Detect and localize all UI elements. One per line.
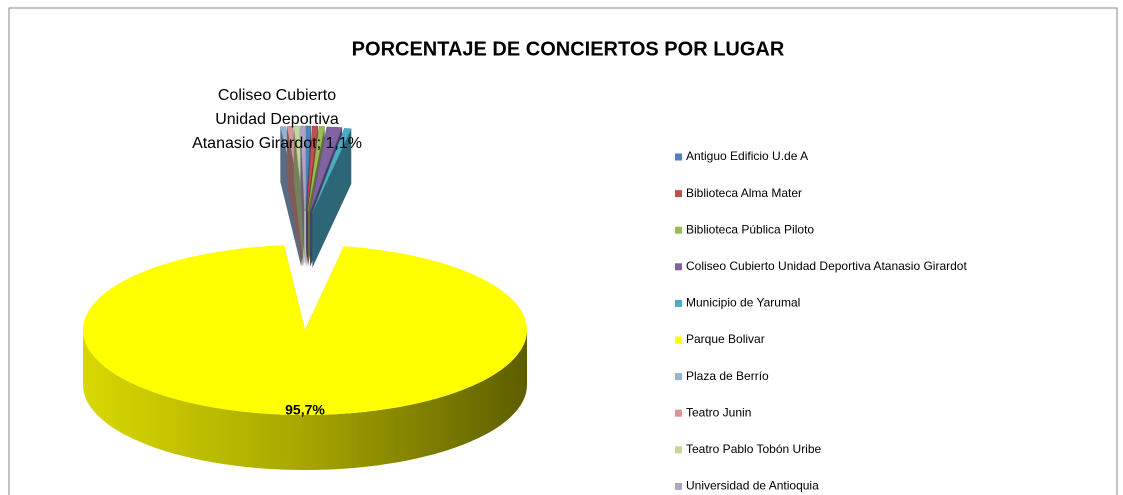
legend-swatch — [675, 153, 682, 161]
chart-border — [8, 7, 1118, 495]
slice — [309, 126, 343, 212]
data-label: Coliseo Cubierto Unidad Deportiva Atanas… — [192, 87, 362, 152]
slice-side — [300, 126, 305, 267]
legend-label: Parque Bolivar — [686, 332, 765, 346]
slice-side — [293, 126, 304, 267]
slice — [305, 125, 312, 212]
legend-swatch — [675, 226, 682, 234]
chart-title: PORCENTAJE DE CONCIERTOS POR LUGAR — [352, 38, 785, 60]
legend-swatch — [675, 190, 682, 198]
legend-label: Universidad de Antioquia — [686, 479, 819, 493]
legend-label: Teatro Junin — [686, 405, 751, 419]
legend-swatch — [675, 299, 682, 307]
legend-label: Plaza de Berrío — [686, 369, 769, 383]
slice — [83, 245, 528, 415]
legend-label: Coliseo Cubierto Unidad Deportiva Atanas… — [686, 259, 967, 273]
slice — [306, 125, 319, 212]
legend-label: Municipio de Yarumal — [686, 296, 800, 310]
legend-label: Antiguo Edificio U.de A — [686, 149, 808, 163]
legend-label: Biblioteca Alma Mater — [686, 186, 802, 200]
legend-swatch — [675, 336, 682, 344]
legend-swatch — [675, 373, 682, 381]
legend-swatch — [675, 482, 682, 490]
slice — [312, 128, 352, 213]
legend-swatch — [675, 446, 682, 454]
slice — [307, 126, 325, 212]
data-label: 95,7% — [285, 402, 325, 418]
legend-swatch — [675, 409, 682, 417]
slice-side — [312, 128, 352, 268]
legend-swatch — [675, 263, 682, 271]
legend-label: Teatro Pablo Tobón Uribe — [686, 442, 822, 456]
slice-wall — [83, 330, 527, 470]
slice — [300, 125, 305, 212]
legend-label: Biblioteca Pública Piloto — [686, 222, 814, 236]
